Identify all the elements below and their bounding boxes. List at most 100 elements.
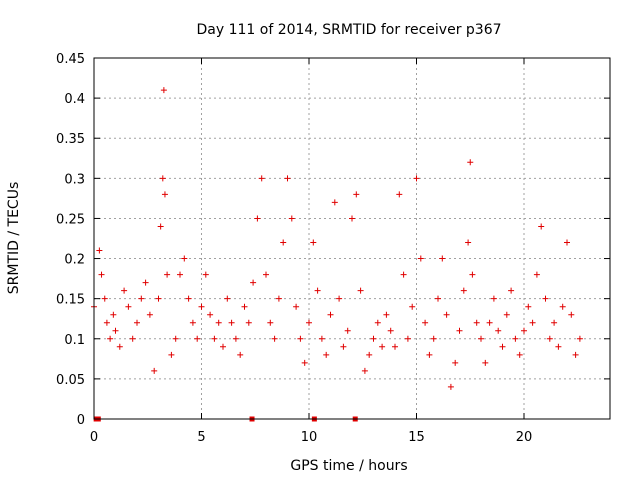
data-point — [525, 303, 532, 310]
data-point — [357, 287, 364, 294]
data-point — [499, 343, 506, 350]
data-point — [103, 319, 110, 326]
x-tick-label: 15 — [408, 430, 425, 445]
data-point — [340, 343, 347, 350]
data-point — [297, 335, 304, 342]
y-tick-label: 0.25 — [56, 212, 85, 227]
data-point — [542, 295, 549, 302]
data-point — [379, 343, 386, 350]
y-tick-label: 0.2 — [64, 253, 85, 268]
data-point — [267, 319, 274, 326]
data-point — [181, 255, 188, 262]
data-point — [202, 271, 209, 278]
data-point — [417, 255, 424, 262]
data-point — [271, 335, 278, 342]
data-point — [422, 319, 429, 326]
data-point — [460, 287, 467, 294]
data-point — [207, 311, 214, 318]
x-tick-label: 0 — [90, 430, 98, 445]
y-tick-label: 0.1 — [64, 333, 85, 348]
y-tick-label: 0.15 — [56, 293, 85, 308]
data-point — [555, 343, 562, 350]
x-tick-label: 20 — [516, 430, 533, 445]
chart-title: Day 111 of 2014, SRMTID for receiver p36… — [196, 22, 501, 38]
data-point — [473, 319, 480, 326]
data-point — [361, 367, 368, 374]
data-point — [439, 255, 446, 262]
x-axis-label: GPS time / hours — [290, 458, 407, 474]
data-point — [237, 351, 244, 358]
data-point — [211, 335, 218, 342]
data-point — [142, 279, 149, 286]
data-point — [318, 335, 325, 342]
data-point — [409, 303, 416, 310]
y-tick-label: 0.45 — [56, 52, 85, 67]
data-point — [327, 311, 334, 318]
data-point — [482, 359, 489, 366]
data-point — [447, 383, 454, 390]
data-point — [177, 271, 183, 278]
data-point — [374, 319, 381, 326]
data-point — [336, 295, 343, 302]
data-point — [490, 295, 497, 302]
y-axis-label: SRMTID / TECUs — [6, 182, 22, 295]
data-point — [559, 303, 566, 310]
data-point — [110, 311, 117, 318]
data-point — [430, 335, 437, 342]
data-point — [258, 175, 265, 182]
data-point — [172, 335, 179, 342]
data-point — [228, 319, 235, 326]
data-point — [306, 319, 312, 326]
data-point — [288, 215, 295, 222]
data-point — [107, 335, 114, 342]
data-point — [465, 239, 472, 246]
data-point — [164, 271, 171, 278]
data-point — [134, 319, 140, 326]
data-point — [138, 295, 145, 302]
data-point — [370, 335, 377, 342]
data-point — [564, 239, 570, 246]
x-tick-label: 10 — [301, 430, 318, 445]
x-axis-ticks: 0 5 10 15 20 — [90, 58, 532, 445]
data-point — [263, 271, 269, 278]
data-point — [275, 295, 282, 302]
data-point — [159, 175, 166, 182]
data-points — [91, 87, 583, 390]
data-point — [121, 287, 128, 294]
data-point — [576, 335, 583, 342]
data-point — [157, 223, 164, 230]
data-point — [495, 327, 502, 334]
data-point — [383, 311, 390, 318]
data-point — [521, 327, 527, 334]
data-point — [366, 351, 373, 358]
data-point — [155, 295, 162, 302]
data-point — [456, 327, 463, 334]
data-point — [151, 367, 158, 374]
data-point — [503, 311, 510, 318]
data-point — [280, 239, 287, 246]
data-point — [538, 223, 545, 230]
data-point — [508, 287, 515, 294]
data-point — [232, 335, 239, 342]
data-point — [486, 319, 493, 326]
data-point — [250, 279, 257, 286]
data-point — [344, 327, 351, 334]
data-point — [241, 303, 248, 310]
data-point — [387, 327, 394, 334]
data-point — [310, 239, 317, 246]
data-point — [392, 343, 398, 350]
data-point — [224, 295, 231, 302]
y-tick-label: 0 — [77, 413, 85, 428]
data-point — [98, 271, 105, 278]
y-tick-label: 0.35 — [56, 132, 85, 147]
x-tick-label: 5 — [197, 430, 205, 445]
data-point — [96, 247, 103, 254]
data-point — [301, 359, 308, 366]
data-point — [404, 335, 411, 342]
data-point — [435, 295, 441, 302]
y-tick-label: 0.3 — [64, 172, 85, 187]
data-point — [116, 343, 123, 350]
data-point — [198, 303, 205, 310]
data-point — [112, 327, 119, 334]
data-point — [551, 319, 558, 326]
